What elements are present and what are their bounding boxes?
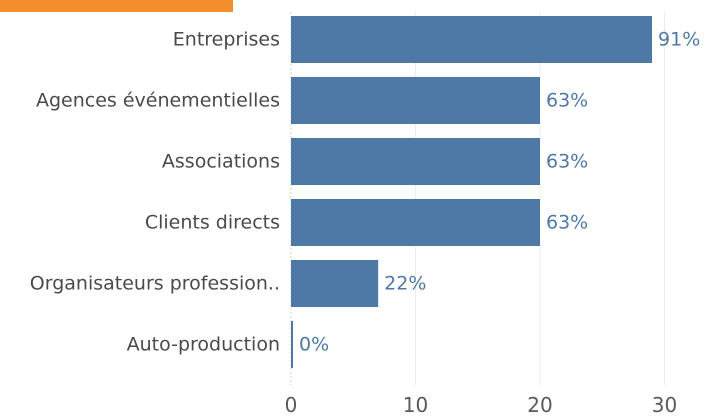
bars (291, 16, 653, 368)
x-tick-label: 30 (652, 393, 677, 416)
gridlines (290, 12, 665, 385)
bar (291, 260, 379, 307)
header-accent-bar (0, 0, 233, 12)
bar (291, 199, 540, 246)
data-label: 63% (546, 90, 588, 112)
data-label: 22% (384, 273, 426, 295)
bar (291, 16, 653, 63)
bar (291, 138, 540, 185)
category-label: Agences événementielles (36, 90, 280, 112)
category-label: Clients directs (145, 212, 280, 234)
category-label: Associations (162, 151, 280, 173)
data-label: 0% (299, 334, 329, 356)
bar (291, 321, 293, 368)
category-label: Organisateurs profession.. (30, 273, 280, 295)
data-label: 63% (546, 212, 588, 234)
x-tick-label: 0 (285, 393, 298, 416)
data-label: 91% (658, 29, 700, 51)
category-label: Entreprises (173, 29, 280, 51)
category-label: Auto-production (127, 334, 280, 356)
bar (291, 77, 540, 124)
x-tick-label: 20 (527, 393, 552, 416)
data-label: 63% (546, 151, 588, 173)
labels: 0 10 20 30 Entreprises 91% Agences événementie… (30, 29, 701, 416)
x-tick-label: 10 (403, 393, 428, 416)
